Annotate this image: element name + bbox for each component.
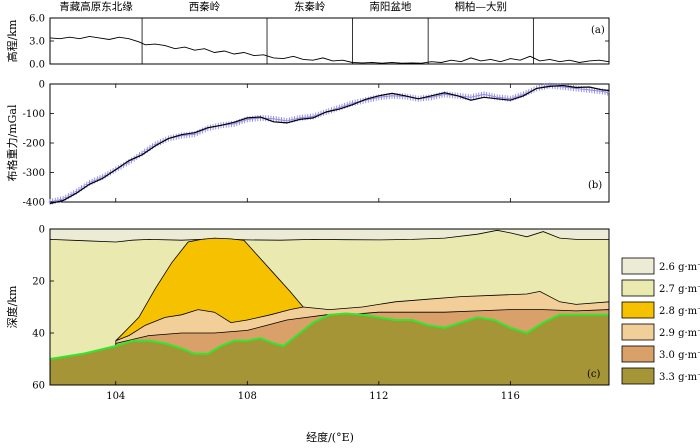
elevation-y-ticks: 6.0 3.0 0.0 (29, 14, 609, 71)
legend-label: 2.8 g·m⁻³ (659, 306, 700, 317)
depth-axis-label: 深度/km (5, 285, 19, 328)
y-tick-label: 0 (39, 80, 45, 91)
x-tick-label: 108 (238, 391, 257, 402)
observed-gravity-points (48, 82, 610, 205)
y-tick-label: -100 (23, 109, 45, 120)
y-tick-label: -200 (23, 139, 45, 150)
gravity-axis-label: 布格重力/mGal (5, 104, 19, 181)
elevation-panel: 青藏高原东北缘 西秦岭 东秦岭 南阳盆地 桐柏—大别 6.0 3.0 0.0 (a) 高程/… (5, 0, 610, 71)
gravity-y-ticks: 0 -100 -200 -300 -400 (23, 80, 609, 209)
legend-label: 3.0 g·m⁻³ (659, 350, 700, 361)
y-tick-label: 6.0 (29, 14, 45, 25)
layer-2.8 (115, 237, 304, 342)
x-tick-label: 112 (369, 391, 388, 402)
elevation-profile-line (49, 35, 610, 64)
density-layers (49, 229, 610, 386)
y-tick-label: 20 (32, 277, 45, 288)
y-tick-label: 3.0 (29, 37, 45, 48)
region-label: 桐柏—大别 (455, 0, 508, 13)
gravity-plot-frame (49, 83, 610, 203)
y-tick-label: 40 (32, 329, 45, 340)
density-legend: 2.6 g·m⁻³ 2.7 g·m⁻³ 2.8 g·m⁻³ 2.9 g·m⁻³ 3.0 … (621, 257, 700, 385)
elevation-axis-label: 高程/km (5, 19, 19, 62)
legend-swatch (621, 257, 655, 275)
gravity-x-ticks (115, 84, 511, 202)
x-tick-label: 104 (106, 391, 125, 402)
region-label: 青藏高原东北缘 (59, 0, 133, 13)
region-boundaries (141, 18, 534, 64)
y-tick-label: 0 (39, 225, 45, 236)
depth-y-ticks: 0 20 40 60 (32, 225, 54, 392)
calculated-gravity-line (49, 84, 610, 205)
panel-a-label: (a) (591, 25, 605, 36)
legend-swatch (621, 301, 655, 319)
legend-label: 2.6 g·m⁻³ (659, 262, 700, 273)
layer-3.3 (50, 313, 609, 385)
region-labels: 青藏高原东北缘 西秦岭 东秦岭 南阳盆地 桐柏—大别 (59, 0, 507, 13)
density-plot-frame (49, 228, 610, 386)
longitude-x-ticks: 104 108 112 116 (106, 381, 520, 402)
legend-swatch (621, 367, 655, 385)
y-tick-label: 0.0 (29, 60, 45, 71)
moho-line (49, 312, 609, 360)
y-tick-label: 60 (32, 381, 45, 392)
legend-label: 3.3 g·m⁻³ (659, 372, 700, 383)
density-model-panel: 0 20 40 60 104 108 112 116 (c) 深度/km 经度/(°E) (5, 225, 610, 444)
region-label: 南阳盆地 (369, 0, 411, 13)
x-tick-label: 116 (501, 391, 520, 402)
panel-c-label: (c) (587, 369, 601, 380)
legend-swatch (621, 279, 655, 297)
y-tick-label: -300 (23, 168, 45, 179)
legend-label: 2.9 g·m⁻³ (659, 328, 700, 339)
panel-b-label: (b) (588, 180, 602, 191)
y-tick-label: -400 (23, 198, 45, 209)
region-label: 东秦岭 (294, 0, 326, 13)
elevation-plot-frame (49, 17, 610, 65)
legend-swatch (621, 345, 655, 363)
legend-label: 2.7 g·m⁻³ (659, 284, 700, 295)
gravity-panel: 0 -100 -200 -300 -400 (b) 布格重力/mGal (5, 80, 610, 209)
legend-swatch (621, 323, 655, 341)
longitude-axis-label: 经度/(°E) (306, 430, 354, 444)
region-label: 西秦岭 (189, 0, 221, 13)
